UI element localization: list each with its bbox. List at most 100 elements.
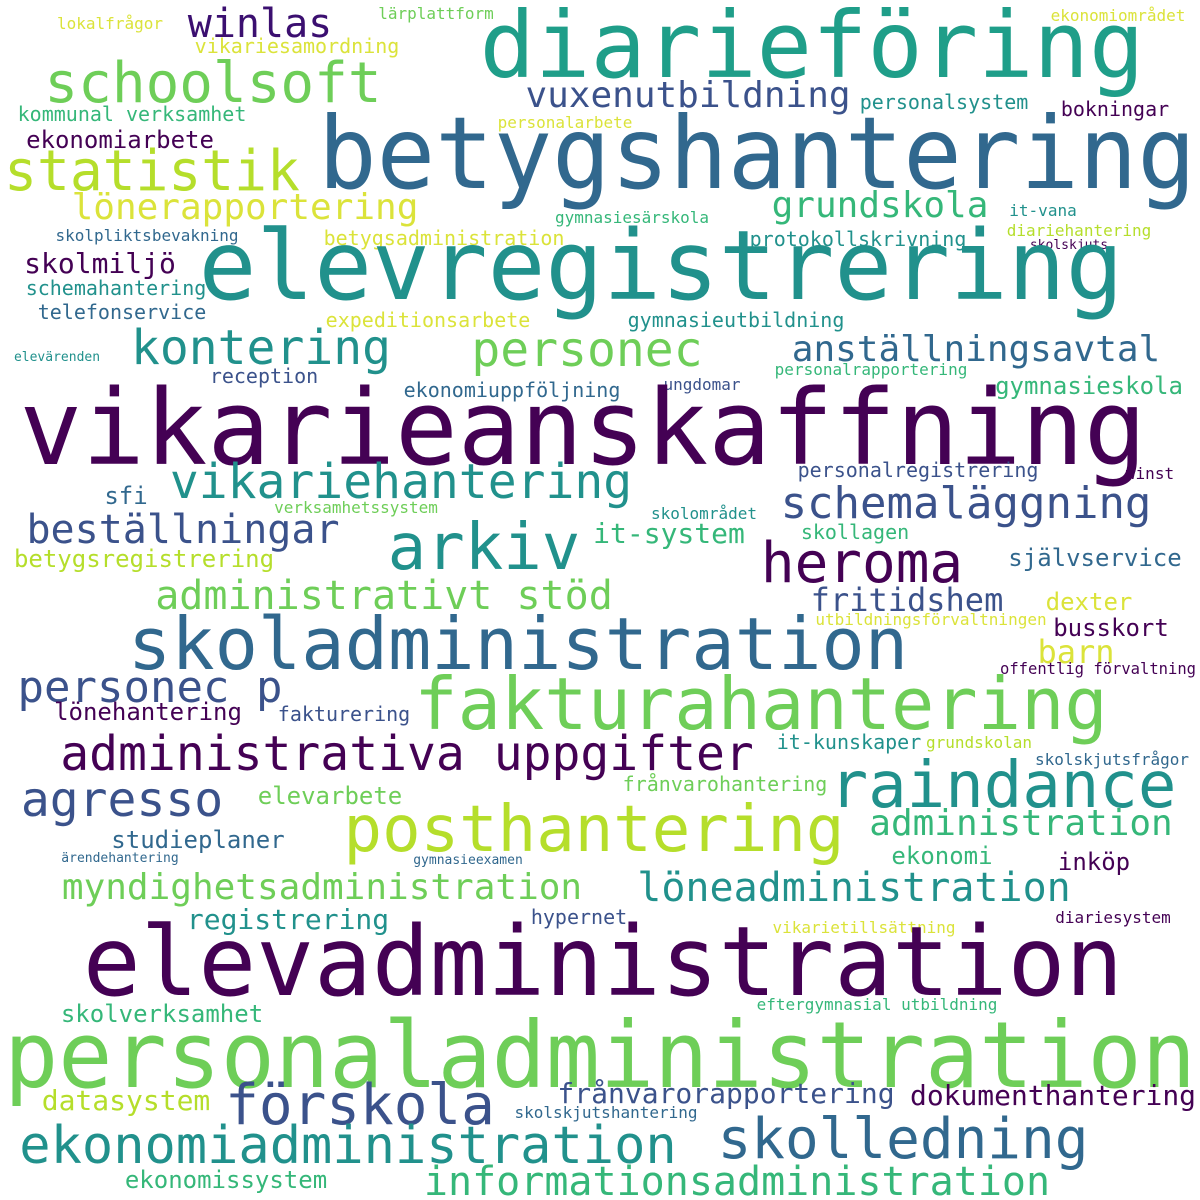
word-skolskjuts: skolskjuts [1029,238,1109,253]
word-dexter: dexter [1045,588,1133,616]
word-vikarieanskaffning: vikarieanskaffning [19,367,1147,489]
word-fakturahantering: fakturahantering [414,662,1108,746]
word-myndighetsadministration: myndighetsadministration [61,867,583,908]
word-expeditionsarbete: expeditionsarbete [325,308,531,332]
word-posthantering: posthantering [343,793,845,867]
word-gymnasieexamen: gymnasieexamen [413,853,523,868]
word-skolledning: skolledning [717,1107,1089,1172]
word-skolmiljo: skolmiljö [24,247,176,280]
word-informationsadministration: informationsadministration [423,1159,1051,1200]
word-elevregistrering: elevregistrering [198,210,1124,322]
word-personec-p: personec p [17,662,283,713]
word-protokollskrivning: protokollskrivning [749,227,967,251]
word-bokningar: bokningar [1060,97,1170,121]
word-vuxenutbildning: vuxenutbildning [525,75,851,116]
word-skolpliktsbevakning: skolpliktsbevakning [55,226,239,245]
word-schemahantering: schemahantering [25,276,207,300]
word-schemalaggning: schemaläggning [780,478,1152,529]
word-gymnasieskola: gymnasieskola [995,372,1183,400]
word-barn: barn [1037,633,1115,671]
word-bestallningar: beställningar [26,507,340,553]
word-betygsregistrering: betygsregistrering [13,545,275,573]
word-reception: reception [209,364,319,388]
word-ekonomiadministration: ekonomiadministration [19,1116,677,1176]
word-diariehantering: diariehantering [1006,221,1152,240]
word-skollagen: skollagen [800,520,910,544]
word-telefonservice: telefonservice [37,300,207,324]
word-skoladministration: skoladministration [127,602,909,686]
word-it-kunskaper: it-kunskaper [776,730,922,754]
word-lonehantering: lönehantering [54,698,242,726]
word-administrativt-stod: administrativt stöd [155,573,613,619]
word-heroma: heroma [760,531,964,596]
word-administrativa-uppgifter: administrativa uppgifter [60,726,754,782]
word-schoolsoft: schoolsoft [44,51,382,116]
word-personalregistrering: personalregistrering [797,458,1039,482]
word-utbildningsforvaltningen: utbildningsförvaltningen [815,610,1047,629]
word-arkiv: arkiv [387,511,581,585]
word-franvarohantering: frånvarohantering [622,772,828,796]
word-kommunal-verksamhet: kommunal verksamhet [17,102,247,126]
word-personalarbete: personalarbete [497,113,633,132]
word-ekonomissystem: ekonomissystem [124,1166,328,1194]
word-forskola: förskola [225,1073,495,1138]
word-kontering: kontering [130,320,392,376]
word-it-system: it-system [593,517,745,550]
word-skolskjutsfragor: skolskjutsfrågor [1034,750,1190,769]
word-personec: personec [471,322,703,378]
word-elevadministration: elevadministration [82,906,1124,1018]
word-studieplaner: studieplaner [111,826,285,854]
word-arendehantering: ärendehantering [61,851,179,866]
word-raindance: raindance [829,749,1177,823]
word-inkop: inköp [1057,848,1131,876]
word-betygshantering: betygshantering [318,95,1196,212]
word-gymnasiesarskola: gymnasiesärskola [554,208,710,227]
word-lonerapportering: lönerapportering [71,187,419,228]
word-winst: winst [1125,464,1175,483]
word-larplattform: lärplattform [378,4,494,23]
word-busskort: busskort [1053,614,1169,642]
word-registrering: registrering [186,903,390,936]
word-elevarbete: elevarbete [257,782,403,810]
word-skolomradet: skolområdet [651,504,757,523]
word-offentlig-forvaltning: offentlig förvaltning [999,659,1197,678]
word-lokalfragor: lokalfrågor [57,14,163,33]
word-datasystem: datasystem [41,1084,211,1117]
word-diariesystem: diariesystem [1055,908,1171,927]
word-ekonomi: ekonomi [891,842,993,870]
word-ekonomiuppfoljning: ekonomiuppföljning [403,378,621,402]
word-skolverksamhet: skolverksamhet [60,1000,264,1028]
word-fritidshem: fritidshem [810,581,1004,619]
word-anstallningsavtal: anställningsavtal [791,329,1161,370]
word-loneadministration: löneadministration [637,865,1071,911]
word-winlas: winlas [187,1,333,47]
word-elevarenden: elevärenden [13,350,101,365]
word-ekonomiomradet: ekonomiområdet [1050,6,1186,25]
word-agresso: agresso [20,772,224,828]
word-ungdomar: ungdomar [663,375,741,394]
word-vikariehantering: vikariehantering [169,454,633,510]
word-statistik: statistik [4,139,300,204]
word-franvarorapportering: frånvarorapportering [557,1077,895,1110]
word-betygsadministration: betygsadministration [323,226,565,250]
word-administration: administration [869,803,1173,844]
word-vikarietillsattning: vikarietillsättning [772,918,956,937]
word-eftergymnasial-utbildning: eftergymnasial utbildning [756,995,998,1014]
word-vikariesamordning: vikariesamordning [194,34,400,58]
word-sfi: sfi [104,482,148,510]
word-grundskolan: grundskolan [926,733,1032,752]
word-skolskjutshantering: skolskjutshantering [514,1103,698,1122]
word-diareforing: diarieföring [479,0,1145,99]
word-verksamhetssystem: verksamhetssystem [274,498,438,517]
word-sjalvservice: självservice [1008,544,1182,572]
word-personalsystem: personalsystem [859,90,1029,114]
word-ekonomiarbete: ekonomiarbete [26,126,214,154]
word-dokumenthantering: dokumenthantering [909,1079,1197,1112]
word-hypernet: hypernet [530,905,628,929]
word-fakturering: fakturering [277,702,411,726]
word-it-vana: it-vana [1009,201,1077,220]
word-personalrapportering: personalrapportering [774,360,968,379]
word-gymnasieutbildning: gymnasieutbildning [627,308,845,332]
word-personaladministration: personaladministration [4,1002,1196,1109]
